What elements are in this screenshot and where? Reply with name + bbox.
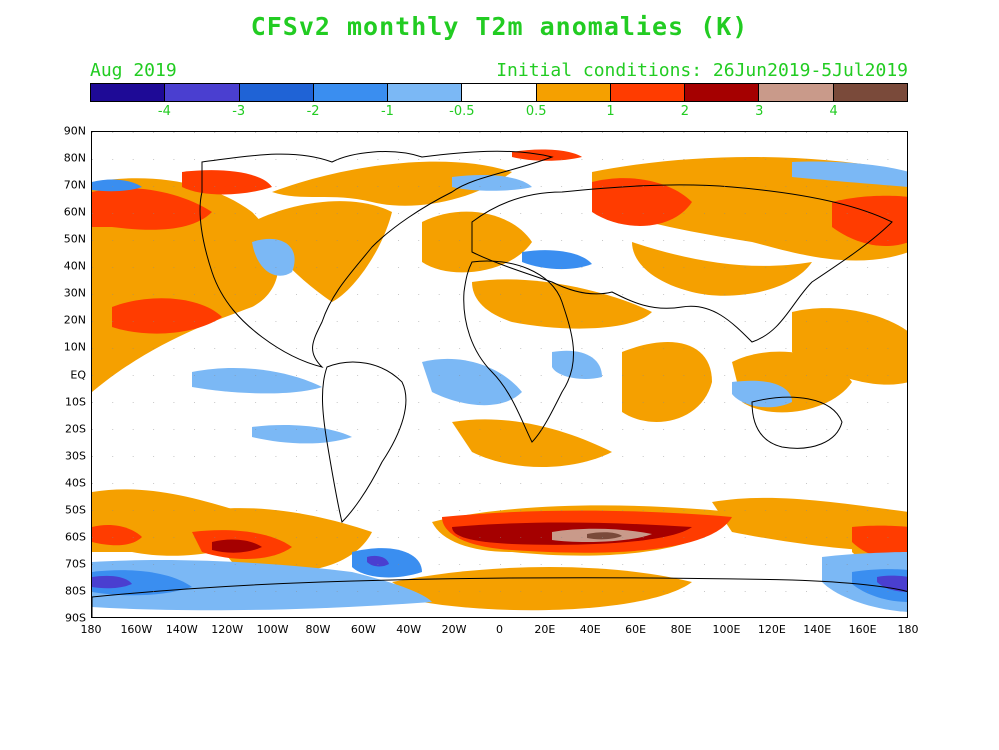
longitude-label: 60W: [350, 623, 376, 636]
colorbar-tick-label: 4: [829, 104, 838, 119]
longitude-label: 40W: [396, 623, 422, 636]
latitude-label: 40N: [63, 259, 86, 273]
colorbar-tick-label: 0.5: [525, 104, 547, 119]
latitude-label: 50S: [65, 503, 86, 517]
longitude-label: 160E: [848, 623, 877, 636]
colorbar-segment: [685, 84, 760, 101]
longitude-label: 80E: [670, 623, 692, 636]
longitude-label: 100W: [256, 623, 289, 636]
longitude-label: 80W: [305, 623, 331, 636]
longitude-label: 140W: [165, 623, 198, 636]
longitude-label: 20W: [441, 623, 467, 636]
latitude-label: 30S: [65, 449, 86, 463]
longitude-label: 20E: [534, 623, 556, 636]
longitude-label: 0: [496, 623, 503, 636]
colorbar-tick-label: -3: [232, 104, 246, 119]
latitude-label: 80S: [65, 584, 86, 598]
latitude-label: 40S: [65, 476, 86, 490]
colorbar-tick-label: 3: [755, 104, 764, 119]
latitude-label: 70S: [65, 557, 86, 571]
latitude-label: 20N: [63, 313, 86, 327]
longitude-label: 160W: [120, 623, 153, 636]
latitude-label: 60N: [63, 205, 86, 219]
latitude-label: EQ: [70, 368, 86, 381]
colorbar-segment: [610, 84, 686, 101]
colorbar-segment: [536, 84, 611, 101]
colorbar-segment: [462, 84, 537, 101]
anomaly-map: [91, 131, 908, 618]
colorbar-segment: [91, 84, 166, 101]
colorbar-tick-label: 1: [606, 104, 615, 119]
latitude-label: 90N: [63, 124, 86, 138]
colorbar-tick-label: -2: [306, 104, 320, 119]
longitude-label: 180: [897, 623, 919, 636]
map-title: CFSv2 monthly T2m anomalies (K): [250, 12, 749, 41]
colorbar-segment: [313, 84, 389, 101]
latitude-label: 90S: [65, 611, 86, 625]
latitude-label: 60S: [65, 530, 86, 544]
longitude-label: 40E: [579, 623, 601, 636]
longitude-label: 180: [80, 623, 102, 636]
colorbar-segment: [759, 84, 834, 101]
latitude-label: 10S: [65, 395, 86, 409]
longitude-label: 60E: [625, 623, 647, 636]
latitude-label: 20S: [65, 422, 86, 436]
latitude-label: 50N: [63, 232, 86, 246]
longitude-label: 120W: [211, 623, 244, 636]
colorbar-tick-label: -0.5: [449, 104, 475, 119]
colorbar: [90, 83, 908, 102]
latitude-label: 30N: [63, 286, 86, 300]
colorbar-segment: [388, 84, 463, 101]
initial-conditions-label: Initial conditions: 26Jun2019-5Jul2019: [496, 60, 908, 81]
map-svg: [92, 132, 907, 617]
longitude-label: 140E: [803, 623, 832, 636]
colorbar-tick-label: -4: [157, 104, 171, 119]
colorbar-segment: [165, 84, 240, 101]
colorbar-tick-label: -1: [380, 104, 394, 119]
colorbar-tick-label: 2: [680, 104, 690, 119]
valid-month-label: Aug 2019: [90, 60, 177, 81]
longitude-label: 100E: [712, 623, 741, 636]
grid-dots: [92, 132, 907, 617]
colorbar-segment: [833, 84, 907, 101]
latitude-label: 10N: [63, 340, 86, 354]
latitude-label: 80N: [63, 151, 86, 165]
longitude-label: 120E: [757, 623, 786, 636]
latitude-label: 70N: [63, 178, 86, 192]
colorbar-segment: [239, 84, 314, 101]
